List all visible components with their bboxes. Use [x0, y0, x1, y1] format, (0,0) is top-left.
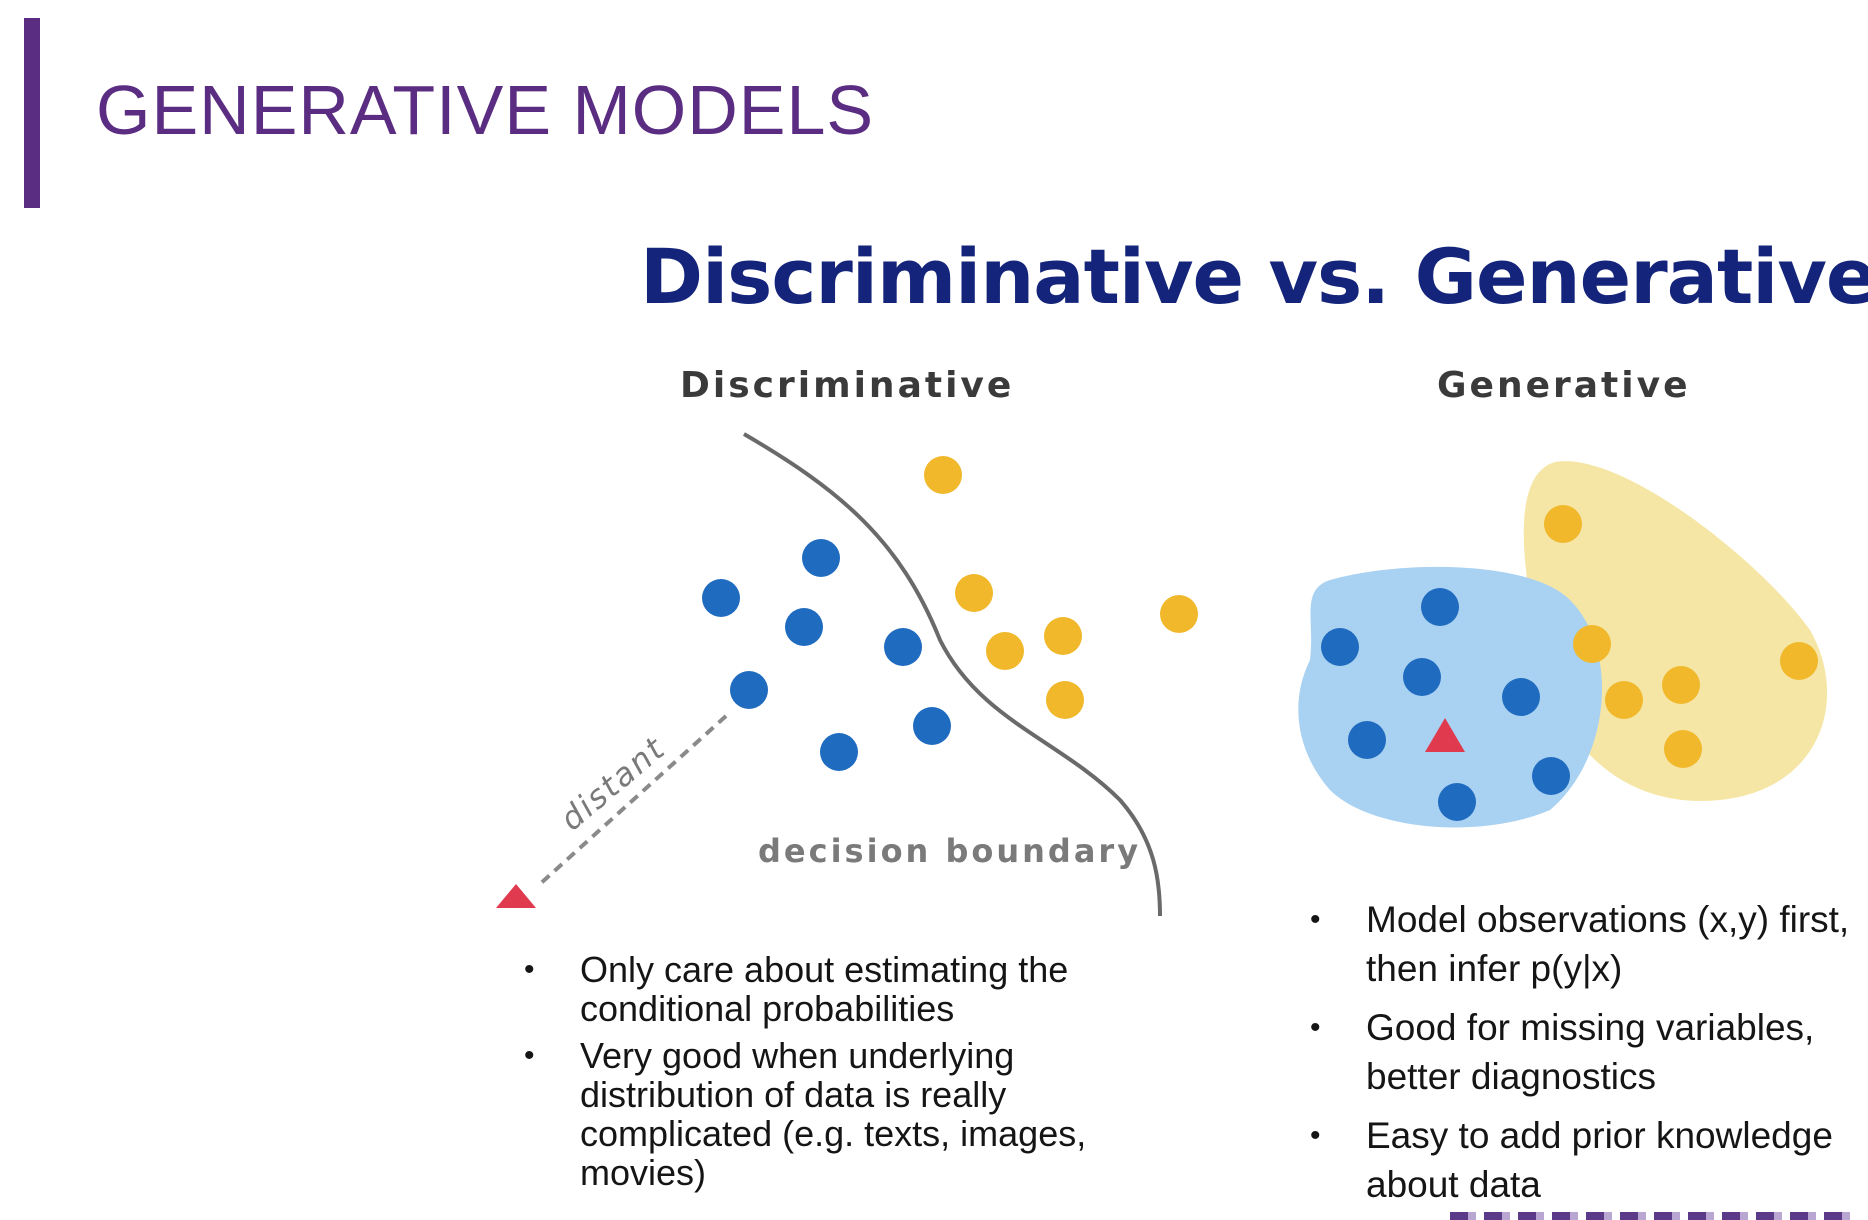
gen-yellow-points — [1544, 505, 1818, 768]
blue-point — [802, 539, 840, 577]
title-accent-bar — [24, 18, 40, 208]
blue-point — [1421, 588, 1459, 626]
yellow-point — [924, 456, 962, 494]
yellow-point — [1160, 595, 1198, 633]
yellow-point — [986, 632, 1024, 670]
yellow-point — [1780, 642, 1818, 680]
yellow-point — [955, 574, 993, 612]
blue-point — [1502, 678, 1540, 716]
disc-query-triangle — [496, 884, 536, 908]
yellow-point — [1573, 625, 1611, 663]
list-item: Easy to add prior knowledge about data — [1310, 1111, 1868, 1209]
generative-heading: Generative — [1437, 365, 1691, 406]
gen-blue-points — [1321, 588, 1570, 821]
generative-bullet-list: Model observations (x,y) first, then inf… — [1310, 895, 1868, 1219]
list-item: Very good when underlying distribution o… — [524, 1036, 1144, 1192]
blue-point — [1348, 721, 1386, 759]
yellow-point — [1044, 617, 1082, 655]
blue-point — [1403, 658, 1441, 696]
gen-query-triangle — [1425, 718, 1465, 752]
yellow-point — [1664, 730, 1702, 768]
blue-point — [1321, 628, 1359, 666]
slide-title: GENERATIVE MODELS — [96, 71, 875, 149]
generative-blue-region — [1298, 566, 1603, 828]
main-heading: Discriminative vs. Generative — [640, 232, 1868, 321]
blue-point — [702, 579, 740, 617]
blue-point — [1532, 757, 1570, 795]
yellow-point — [1662, 666, 1700, 704]
blue-point — [785, 608, 823, 646]
blue-point — [913, 707, 951, 745]
blue-point — [730, 671, 768, 709]
blue-point — [884, 628, 922, 666]
distant-label: distant — [553, 729, 673, 838]
list-item: Only care about estimating the condition… — [524, 950, 1144, 1028]
discriminative-heading: Discriminative — [680, 365, 1015, 406]
list-item: Model observations (x,y) first, then inf… — [1310, 895, 1868, 993]
decision-boundary-label: decision boundary — [758, 832, 1141, 870]
blue-point — [820, 733, 858, 771]
blue-point — [1438, 783, 1476, 821]
yellow-point — [1046, 681, 1084, 719]
decision-boundary-curve — [742, 432, 1162, 917]
list-item: Good for missing variables, better diagn… — [1310, 1003, 1868, 1101]
distant-dashed-line — [538, 714, 728, 886]
disc-yellow-points — [924, 456, 1198, 719]
disc-blue-points — [702, 539, 951, 771]
discriminative-bullet-list: Only care about estimating the condition… — [524, 950, 1144, 1200]
yellow-point — [1605, 681, 1643, 719]
yellow-point — [1544, 505, 1582, 543]
bottom-decorative-strip — [1450, 1212, 1850, 1220]
